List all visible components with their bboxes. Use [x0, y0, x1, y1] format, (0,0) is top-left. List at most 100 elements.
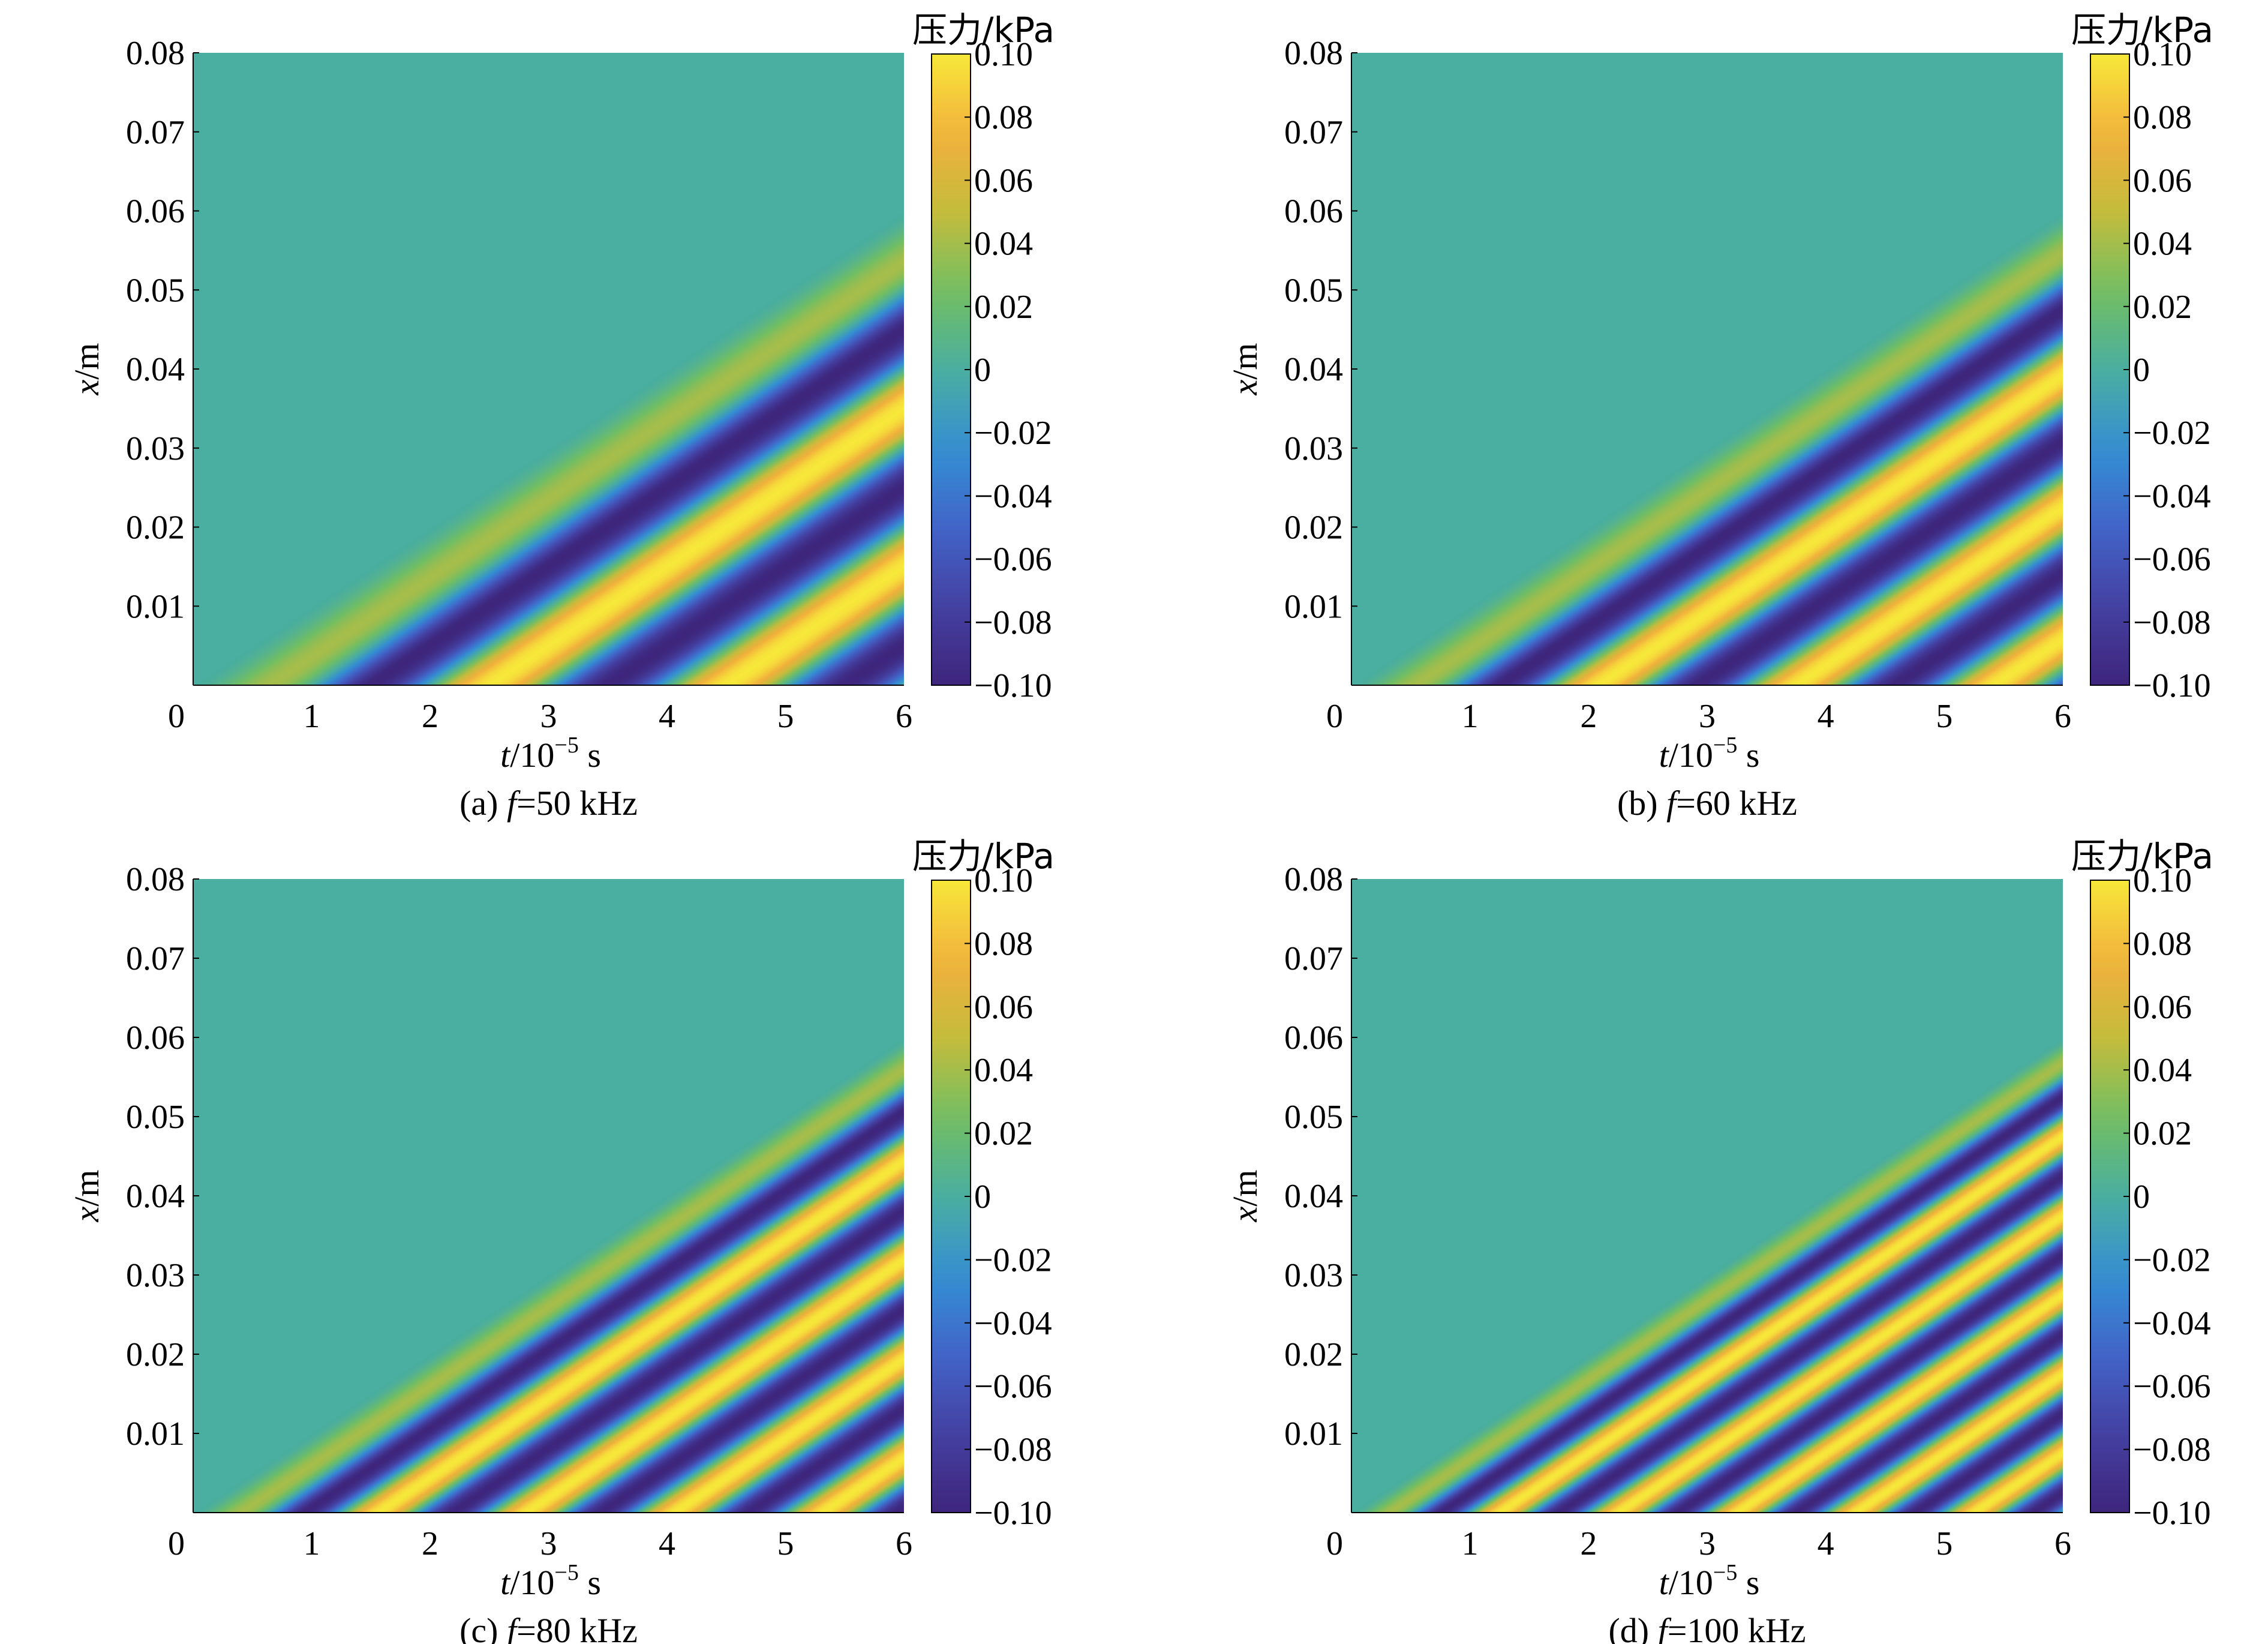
- x-axis-label: t/10−5 s: [500, 1560, 601, 1602]
- x-axis-tail: s: [579, 736, 601, 775]
- y-axis-var: x: [67, 379, 106, 395]
- colorbar-tick-label: −0.06: [2133, 1368, 2211, 1405]
- colorbar-tick-label: 0: [974, 1178, 991, 1216]
- colorbar: [2090, 53, 2130, 686]
- colorbar-tick-label: 0.02: [2133, 289, 2192, 326]
- colorbar-tick-label: 0.02: [974, 1115, 1033, 1153]
- x-axis-tail: s: [579, 1563, 601, 1602]
- colorbar-tick-label: −0.04: [974, 1305, 1052, 1342]
- y-tick-label: 0.02: [126, 509, 185, 547]
- colorbar-tick-label: 0.02: [974, 289, 1033, 326]
- panel-d: 0 1 2 3 4 5 6 0.01 0.02 0.03 0.04 0.05 0.06 0.07 0.08 t…: [1225, 836, 2213, 1644]
- x-tick-label: 3: [540, 698, 557, 735]
- y-tick-label: 0.05: [1284, 1099, 1343, 1136]
- y-tick-label: 0.07: [126, 940, 185, 977]
- y-axis-unit: /m: [67, 1170, 106, 1207]
- x-tick-label: 5: [1936, 1525, 1952, 1562]
- y-axis-label: x/m: [1225, 1170, 1264, 1223]
- colorbar-tick-label: −0.08: [974, 1432, 1052, 1469]
- y-axis-var: x: [67, 1206, 106, 1222]
- panel-c: 0 1 2 3 4 5 6 0.01 0.02 0.03 0.04 0.05 0.06 0.07 0.08 t…: [67, 836, 1055, 1644]
- x-axis-var: t: [500, 1563, 511, 1602]
- y-tick-label: 0.03: [126, 430, 185, 467]
- x-tick-label: 0: [1326, 1525, 1343, 1562]
- y-axis-unit: /m: [67, 343, 106, 380]
- colorbar-tick-label: 0.06: [974, 989, 1033, 1026]
- colorbar-tick-label: 0: [974, 352, 991, 389]
- y-axis-unit: /m: [1225, 343, 1264, 380]
- x-tick-label: 3: [540, 1525, 557, 1562]
- colorbar-tick-label: −0.08: [2133, 1432, 2211, 1469]
- x-tick-label: 5: [1936, 698, 1952, 735]
- colorbar-tick-label: −0.04: [2133, 1305, 2211, 1342]
- x-axis-label: t/10−5 s: [1659, 733, 1760, 775]
- y-axis-unit: /m: [1225, 1170, 1264, 1207]
- heatmap-d: [1351, 879, 2063, 1513]
- colorbar-tick-label: −0.04: [2133, 478, 2211, 515]
- caption-value: =60 kHz: [1676, 784, 1797, 823]
- colorbar-tick-label: 0.08: [2133, 925, 2192, 962]
- caption-prefix: (c): [459, 1611, 507, 1644]
- x-tick-label: 0: [1326, 698, 1343, 735]
- y-tick-label: 0.03: [1284, 1257, 1343, 1294]
- colorbar-tick-label: 0.06: [2133, 989, 2192, 1026]
- y-tick-label: 0.07: [1284, 940, 1343, 977]
- y-tick-label: 0.01: [126, 1415, 185, 1453]
- y-tick-label: 0.07: [126, 114, 185, 151]
- x-tick-label: 4: [1818, 1525, 1834, 1562]
- x-tick-label: 2: [422, 1525, 438, 1562]
- colorbar-tick-label: −0.10: [2133, 1495, 2211, 1532]
- caption-value: =50 kHz: [516, 784, 638, 823]
- colorbar-tick-label: −0.10: [974, 1495, 1052, 1532]
- x-axis-label: t/10−5 s: [500, 733, 601, 775]
- x-tick-label: 5: [777, 1525, 794, 1562]
- x-tick-label: 1: [1462, 698, 1479, 735]
- y-tick-label: 0.06: [1284, 193, 1343, 230]
- colorbar-tick-label: 0.04: [2133, 226, 2192, 263]
- panel-caption: (d) f=100 kHz: [1608, 1611, 1806, 1644]
- x-tick-label: 1: [304, 1525, 320, 1562]
- heatmap-a: [193, 53, 904, 685]
- x-tick-label: 6: [2054, 1525, 2071, 1562]
- y-tick-label: 0.03: [126, 1257, 185, 1294]
- colorbar-tick-label: 0.04: [2133, 1052, 2192, 1089]
- y-axis-label: x/m: [67, 1170, 106, 1223]
- x-tick-label: 1: [304, 698, 320, 735]
- x-tick-label: 6: [896, 1525, 912, 1562]
- x-tick-label: 2: [1580, 1525, 1597, 1562]
- y-tick-label: 0.01: [1284, 588, 1343, 625]
- x-tick-label: 4: [659, 698, 675, 735]
- panel-caption: (b) f=60 kHz: [1617, 784, 1797, 823]
- caption-prefix: (a): [459, 784, 507, 823]
- colorbar: [931, 880, 971, 1513]
- colorbar-tick-label: 0.04: [974, 226, 1033, 263]
- y-tick-label: 0.08: [1284, 35, 1343, 72]
- caption-value: =80 kHz: [516, 1611, 638, 1644]
- y-tick-label: 0.05: [1284, 272, 1343, 309]
- x-axis-label: t/10−5 s: [1659, 1560, 1760, 1602]
- caption-prefix: (d): [1608, 1611, 1657, 1644]
- colorbar-tick-label: −0.02: [2133, 415, 2211, 452]
- y-tick-label: 0.04: [1284, 1178, 1343, 1215]
- colorbar-tick-label: 0.06: [2133, 162, 2192, 199]
- x-axis-var: t: [1659, 736, 1670, 775]
- y-tick-label: 0.01: [1284, 1415, 1343, 1453]
- y-tick-label: 0.02: [126, 1336, 185, 1373]
- colorbar-tick-label: 0.10: [974, 862, 1033, 899]
- colorbar-title: 压力/kPa: [912, 836, 1055, 877]
- colorbar-tick-label: 0.04: [974, 1052, 1033, 1089]
- colorbar-tick-label: 0.10: [2133, 862, 2192, 899]
- y-tick-label: 0.08: [126, 861, 185, 898]
- colorbar-tick-label: 0.08: [974, 925, 1033, 962]
- x-tick-label: 0: [168, 698, 185, 735]
- colorbar-tick-label: 0: [2133, 352, 2150, 389]
- x-tick-label: 3: [1699, 698, 1716, 735]
- y-tick-label: 0.02: [1284, 509, 1343, 547]
- colorbar-tick-label: 0.08: [2133, 99, 2192, 136]
- colorbar-title: 压力/kPa: [2071, 836, 2213, 877]
- y-tick-label: 0.06: [1284, 1019, 1343, 1057]
- y-tick-label: 0.05: [126, 272, 185, 309]
- x-axis-exponent: −5: [554, 733, 578, 758]
- colorbar-title: 压力/kPa: [2071, 10, 2213, 50]
- y-tick-label: 0.04: [126, 1178, 185, 1215]
